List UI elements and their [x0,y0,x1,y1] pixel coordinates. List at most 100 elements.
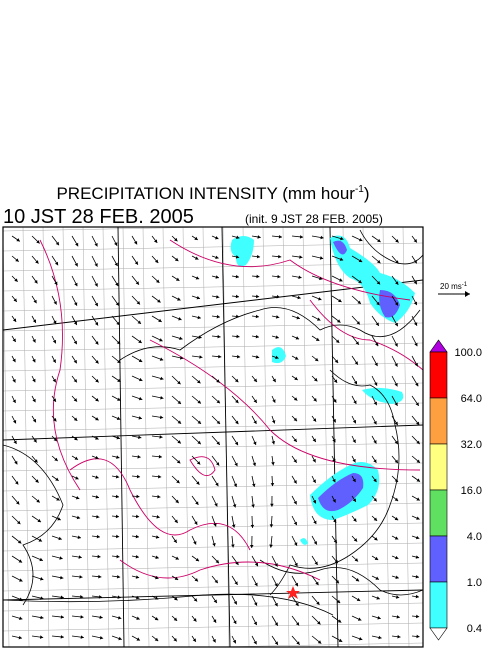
parallel [3,582,423,592]
wind-arrow-head [118,636,122,641]
valid-time: 10 JST 28 FEB. 2005 [3,206,194,228]
coastlines [3,229,423,616]
wind-arrow-head [174,257,179,262]
wind-arrow-head [358,258,363,263]
parallel [3,382,423,392]
wind-arrow-head [154,616,159,621]
wind-arrow-head [416,516,420,520]
wind-scale-text: 20 ms [440,282,462,291]
wind-arrow-head [274,622,278,626]
meridian [202,227,210,647]
wind-arrow-head [215,462,220,466]
wind-arrow-head [57,517,61,521]
wind-arrow-head [116,554,120,559]
wind-arrow-head [253,378,257,383]
wind-arrow-head [177,297,181,301]
wind-arrow-head [312,418,317,422]
wind-arrow-head [95,398,99,402]
wind-arrow-head [333,519,337,523]
wind-arrow-head [16,501,20,505]
wind-arrow-head [293,417,298,422]
wind-arrow-head [155,575,159,580]
wind-arrow-head [116,574,121,579]
wind-arrow-head [158,318,162,322]
wind-arrow-head [159,415,164,420]
wind-scale-head [465,291,470,297]
wind-arrow-head [114,242,118,246]
wind-arrow-head [395,239,399,243]
wind-arrow-head [36,240,40,244]
wind-arrow-head [115,494,119,499]
wind-arrow-head [15,481,19,485]
wind-arrow-head [79,595,84,599]
wind-arrow-head [296,641,300,645]
parallel [3,402,423,412]
wind-arrow-head [16,238,20,242]
wind-arrow-head [358,637,363,641]
wind-arrow-head [270,482,275,487]
wind-arrow-head [414,342,418,347]
wind-arrow-head [353,518,357,522]
wind-arrow-head [99,636,104,640]
wind-arrow-head [298,275,302,280]
wind-arrow-head [236,334,240,339]
wind-arrow-head [136,494,140,499]
meridian [242,227,250,647]
parallel [3,242,423,252]
map-title: PRECIPITATION INTENSITY (mm hour-1) [56,184,369,203]
wind-arrow-head [415,402,419,406]
wind-arrow-head [52,359,56,363]
wind-arrow-head [194,521,198,525]
meridian [342,227,350,647]
wind-arrow-head [232,504,237,508]
wind-arrow-head [373,440,377,444]
wind-arrow-head [394,382,398,387]
colorbar-label: 64.0 [461,393,482,405]
wind-arrow-head [416,459,420,463]
wind-arrow-head [270,503,274,507]
wind-arrow-head [416,440,420,445]
wind-arrow-head [352,419,357,424]
wind-arrow-head [295,622,300,626]
wind-arrow-head [334,359,339,363]
parallel [3,522,423,532]
meridian [22,227,30,647]
wind-arrow-head [269,544,273,548]
wind-arrow-head [174,519,178,523]
wind-arrow-head [294,582,298,587]
title-text: PRECIPITATION INTENSITY (mm hour [56,184,355,203]
wind-arrow-head [53,437,57,442]
wind-arrow-head [374,382,378,386]
wind-arrow-head [271,462,275,466]
wind-arrow-head [173,637,177,642]
wind-arrow-head [136,637,140,641]
wind-arrow-head [235,274,239,279]
wind-arrow-head [35,260,39,264]
wind-arrow-head [275,315,280,319]
parallel [3,562,423,572]
wind-arrow-head [352,439,356,443]
parallel [3,622,423,632]
wind-vectors [11,234,421,646]
wind-arrow-head [275,355,279,360]
wind-arrow-head [315,337,320,341]
wind-arrow-head [249,544,254,548]
wind-arrow-head [74,262,78,267]
wind-arrow-head [95,360,99,364]
wind-arrow-head [12,338,16,342]
wind-arrow-head [355,578,360,582]
colorbar-segment [429,397,448,445]
wind-arrow-head [319,256,324,260]
wind-arrow-head [275,335,279,339]
colorbar-segment [429,535,448,583]
wind-arrow-head [272,399,276,403]
wind-arrow-head [75,476,79,480]
wind-arrow-head [413,301,418,306]
wind-arrow-head [54,281,58,286]
wind-arrow-head [195,501,199,505]
wind-arrow-head [196,481,200,485]
wind-arrow-head [213,599,217,604]
init-time: (init. 9 JST 28 FEB. 2005) [245,212,383,226]
wind-arrow-head [255,355,260,359]
wind-arrow-head [179,356,184,360]
